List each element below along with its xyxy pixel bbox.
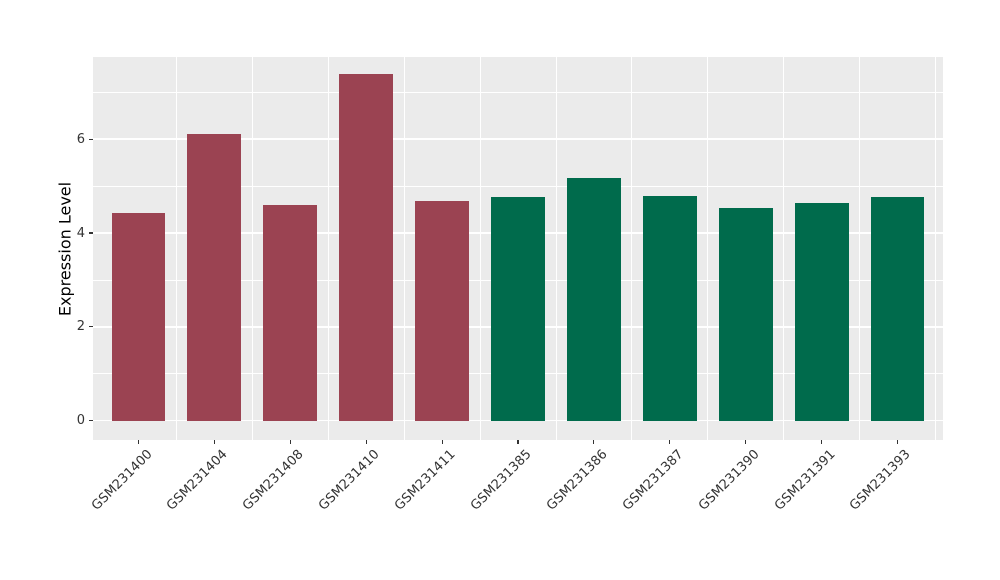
x-minor-gridline [403,57,405,440]
x-minor-gridline [631,57,633,440]
bar-GSM231408 [263,204,318,421]
y-tick-mark [88,232,93,234]
x-tick-mark [896,440,899,444]
x-minor-gridline [783,57,784,440]
x-minor-gridline [252,57,253,440]
x-minor-gridline [327,57,329,440]
x-tick-mark [137,440,140,444]
bar-GSM231393 [870,197,925,421]
bar-GSM231411 [415,201,470,421]
y-minor-gridline [93,185,943,187]
x-minor-gridline [479,57,481,440]
x-tick-mark [745,440,747,444]
y-axis-title: Expression Level [55,181,74,316]
x-tick-mark [669,440,671,444]
bar-GSM231410 [339,74,394,421]
x-minor-gridline [176,57,177,440]
bar-GSM231386 [566,178,621,421]
x-tick-label: GSM231400 [88,447,156,514]
y-tick-label: 6 [76,131,85,147]
x-minor-gridline [859,57,860,440]
x-tick-mark [517,440,519,444]
x-tick-mark [820,440,823,444]
y-tick-label: 2 [76,319,85,335]
y-major-gridline [93,420,943,422]
bar-GSM231400 [111,213,166,421]
x-tick-mark [365,440,367,444]
x-minor-gridline [707,57,709,440]
bar-GSM231404 [187,134,242,421]
bar-GSM231391 [794,202,849,421]
y-minor-gridline [93,91,943,93]
y-tick-mark [88,420,93,422]
y-major-gridline [93,138,943,140]
x-minor-gridline [555,57,557,440]
x-tick-mark [289,440,291,444]
bar-GSM231385 [491,197,545,421]
y-tick-mark [88,326,93,328]
y-tick-label: 4 [76,225,85,241]
x-tick-mark [441,440,443,444]
bar-GSM231387 [642,196,697,421]
plot-panel [93,57,943,440]
bar-GSM231390 [718,208,773,421]
y-tick-label: 0 [76,413,85,429]
y-tick-mark [88,138,93,140]
x-tick-mark [213,440,216,444]
x-tick-mark [593,440,595,444]
x-minor-gridline [935,57,936,440]
